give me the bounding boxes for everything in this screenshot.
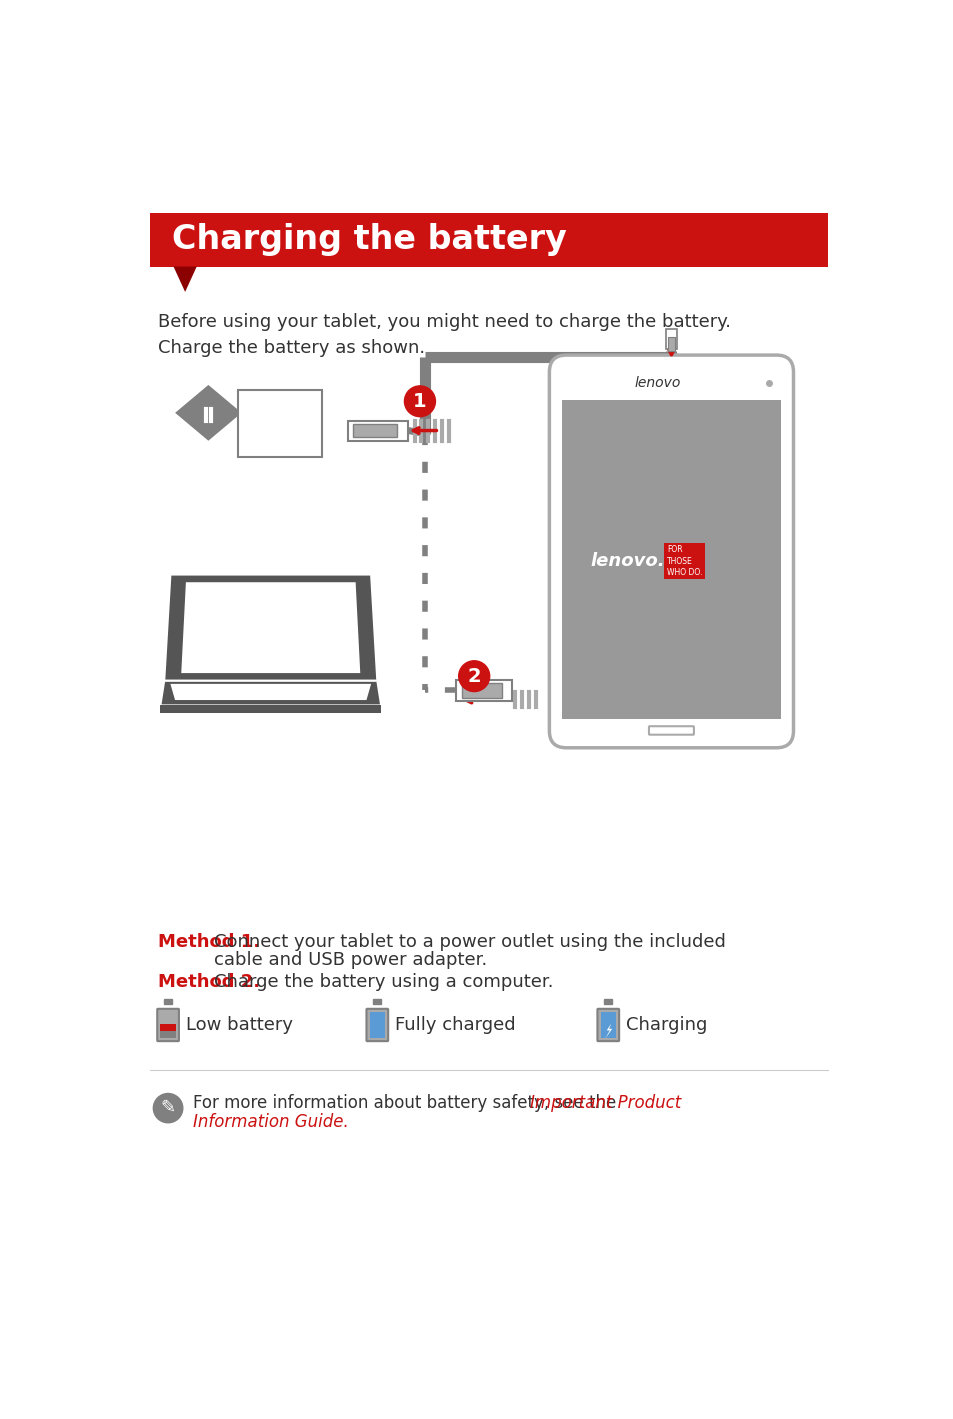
FancyBboxPatch shape	[160, 1025, 175, 1032]
Text: 2: 2	[467, 667, 480, 685]
Circle shape	[458, 661, 489, 691]
FancyBboxPatch shape	[373, 999, 381, 1005]
FancyBboxPatch shape	[648, 727, 693, 735]
Text: FOR
THOSE
WHO DO.: FOR THOSE WHO DO.	[666, 545, 701, 576]
Text: Charging: Charging	[625, 1016, 707, 1034]
Text: cable and USB power adapter.: cable and USB power adapter.	[213, 951, 487, 969]
FancyBboxPatch shape	[461, 683, 501, 698]
Text: Charge the battery using a computer.: Charge the battery using a computer.	[213, 972, 553, 990]
FancyBboxPatch shape	[369, 1012, 385, 1039]
FancyBboxPatch shape	[599, 1012, 616, 1039]
Text: Method 2.: Method 2.	[158, 972, 260, 990]
FancyBboxPatch shape	[160, 1032, 175, 1039]
Circle shape	[404, 386, 435, 417]
Text: lenovo.: lenovo.	[590, 552, 664, 570]
Text: For more information about battery safety, see the: For more information about battery safet…	[193, 1094, 620, 1112]
Text: Method 1.: Method 1.	[158, 932, 260, 951]
Text: 1: 1	[413, 392, 426, 410]
FancyBboxPatch shape	[150, 213, 827, 267]
FancyBboxPatch shape	[665, 329, 676, 349]
Polygon shape	[173, 383, 243, 443]
FancyBboxPatch shape	[597, 1009, 618, 1042]
FancyBboxPatch shape	[366, 1009, 388, 1042]
Polygon shape	[160, 705, 381, 714]
FancyBboxPatch shape	[348, 420, 408, 440]
FancyBboxPatch shape	[456, 680, 512, 701]
Text: Information Guide.: Information Guide.	[193, 1112, 348, 1131]
FancyBboxPatch shape	[667, 338, 675, 352]
Text: Charging the battery: Charging the battery	[172, 223, 566, 255]
Circle shape	[153, 1094, 183, 1122]
Polygon shape	[171, 684, 371, 700]
Text: Fully charged: Fully charged	[395, 1016, 516, 1034]
Text: Low battery: Low battery	[186, 1016, 293, 1034]
Polygon shape	[181, 582, 360, 673]
FancyBboxPatch shape	[549, 355, 793, 748]
FancyBboxPatch shape	[353, 424, 396, 437]
FancyBboxPatch shape	[237, 390, 322, 457]
FancyBboxPatch shape	[164, 999, 172, 1005]
FancyBboxPatch shape	[561, 400, 781, 719]
Text: Connect your tablet to a power outlet using the included: Connect your tablet to a power outlet us…	[213, 932, 725, 951]
Text: lenovo: lenovo	[634, 376, 679, 390]
FancyBboxPatch shape	[249, 687, 293, 700]
Polygon shape	[173, 267, 196, 292]
Polygon shape	[604, 1023, 612, 1039]
Polygon shape	[160, 681, 381, 705]
FancyBboxPatch shape	[604, 999, 612, 1005]
Polygon shape	[164, 575, 377, 681]
Text: ✎: ✎	[160, 1100, 175, 1117]
FancyBboxPatch shape	[157, 1009, 179, 1042]
Text: Before using your tablet, you might need to charge the battery.
Charge the batte: Before using your tablet, you might need…	[158, 312, 730, 358]
Text: Important Product: Important Product	[530, 1094, 680, 1112]
